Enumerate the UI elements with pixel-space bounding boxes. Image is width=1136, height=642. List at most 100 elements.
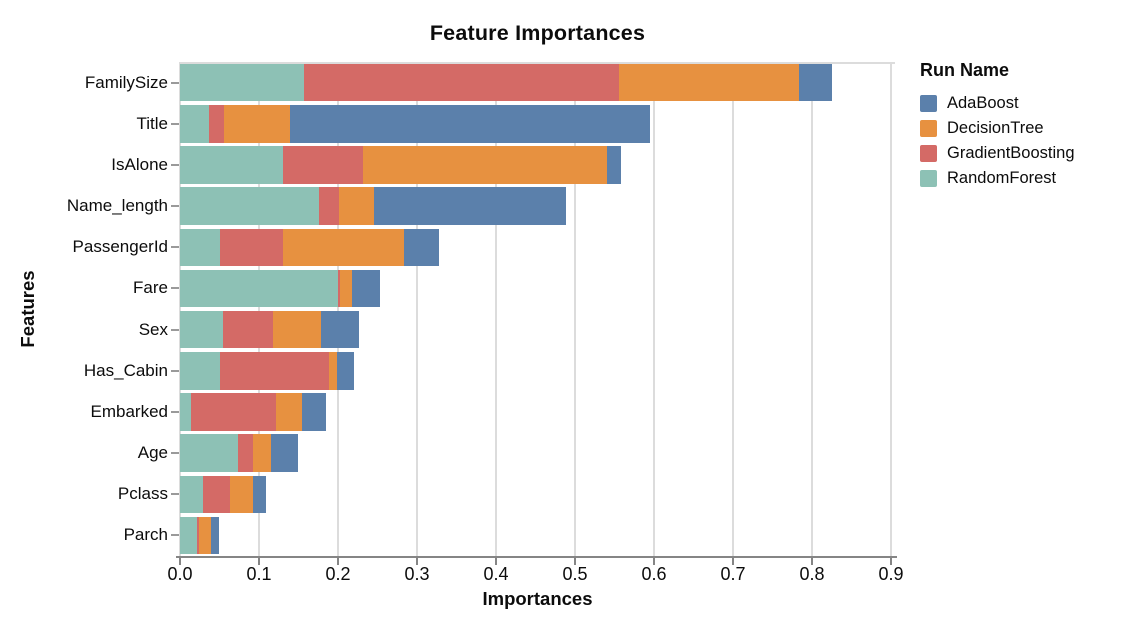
y-tick-IsAlone (171, 163, 179, 166)
y-tick-Age (171, 452, 179, 455)
bar-segment-gradientboosting-IsAlone (282, 146, 364, 184)
gridline-0.9 (890, 62, 892, 556)
y-tick-label-FamilySize: FamilySize (84, 72, 168, 92)
bar-row-Fare (180, 269, 380, 308)
chart-title: Feature Importances (429, 21, 646, 45)
x-tick-0.4 (495, 558, 497, 565)
bar-segment-gradientboosting-Title (209, 105, 225, 143)
x-tick-0.9 (890, 558, 892, 565)
x-tick-0.2 (337, 558, 339, 565)
legend-label: DecisionTree (947, 119, 1044, 137)
x-tick-0.5 (574, 558, 576, 565)
legend-title: Run Name (920, 60, 1010, 80)
bar-row-Age (180, 434, 299, 472)
bar-segment-randomforest-IsAlone (180, 146, 283, 184)
y-tick-Title (171, 122, 179, 125)
bar-segment-randomforest-Fare (180, 269, 338, 308)
legend-label: GradientBoosting (947, 144, 1075, 162)
bar-segment-randomforest-Name_length (180, 187, 320, 225)
y-tick-Sex (171, 328, 179, 331)
legend-swatch-decisiontree (920, 120, 937, 137)
y-tick-label-PassengerId: PassengerId (72, 237, 168, 257)
x-tick-label: 0.9 (878, 564, 904, 584)
legend: Run Name AdaBoost DecisionTree GradientBoo… (920, 60, 1075, 195)
bar-row-Parch (180, 516, 219, 555)
gridline-0.3 (416, 62, 418, 556)
bar-segment-gradientboosting-FamilySize (304, 63, 620, 102)
bar-segment-gradientboosting-Has_Cabin (219, 352, 330, 390)
x-tick-0.0 (179, 558, 181, 565)
bar-segment-randomforest-Sex (180, 310, 224, 349)
bar-segment-randomforest-Parch (180, 516, 198, 555)
y-tick-PassengerId (171, 246, 179, 249)
gridline-0.7 (732, 62, 734, 556)
gridline-0.6 (653, 62, 655, 556)
x-tick-0.7 (732, 558, 734, 565)
x-tick-0.1 (258, 558, 260, 565)
x-tick-label: 0.8 (799, 564, 825, 584)
x-tick-0.3 (416, 558, 418, 565)
bar-row-IsAlone (180, 146, 621, 184)
y-tick-Pclass (171, 493, 179, 496)
bar-segment-decisiontree-Title (224, 105, 290, 143)
x-tick-label: 0.5 (562, 564, 588, 584)
bar-segment-decisiontree-IsAlone (363, 146, 607, 184)
x-axis-title: Importances (482, 588, 593, 609)
y-tick-label-Name_length: Name_length (66, 196, 168, 216)
bar-segment-decisiontree-Parch (198, 516, 211, 555)
bar-row-Title (180, 105, 651, 143)
bar-segment-decisiontree-Name_length (338, 187, 374, 225)
y-tick-Embarked (171, 410, 179, 413)
bar-segment-randomforest-Has_Cabin (180, 352, 220, 390)
bar-segment-randomforest-Pclass (180, 475, 203, 513)
bar-segment-adaboost-IsAlone (606, 146, 621, 184)
bar-segment-adaboost-FamilySize (798, 63, 832, 102)
gridline-0.0 (179, 62, 181, 556)
bar-segment-gradientboosting-Sex (223, 310, 274, 349)
y-tick-label-Age: Age (137, 443, 168, 463)
x-tick-label: 0.7 (720, 564, 746, 584)
legend-swatch-randomforest (920, 170, 937, 187)
bar-segment-gradientboosting-Pclass (202, 475, 230, 513)
y-tick-label-Pclass: Pclass (117, 484, 168, 504)
legend-item-gradientboosting: GradientBoosting (920, 144, 1075, 162)
bar-segment-decisiontree-Age (253, 434, 271, 472)
bar-segment-decisiontree-FamilySize (619, 63, 799, 102)
bar-segment-randomforest-PassengerId (180, 228, 220, 266)
bar-row-Pclass (180, 475, 267, 513)
bar-segment-gradientboosting-Embarked (191, 393, 276, 431)
y-tick-label-Fare: Fare (133, 278, 168, 298)
legend-swatch-gradientboosting (920, 145, 937, 162)
legend-item-randomforest: RandomForest (920, 169, 1075, 187)
x-tick-label: 0.4 (483, 564, 509, 584)
bar-segment-gradientboosting-Fare (338, 269, 340, 308)
y-tick-Fare (171, 287, 179, 290)
gridline-0.5 (574, 62, 576, 556)
x-tick-label: 0.1 (246, 564, 272, 584)
gridline-0.4 (495, 62, 497, 556)
y-tick-label-IsAlone: IsAlone (111, 154, 168, 174)
bar-row-Name_length (180, 187, 567, 225)
bar-segment-decisiontree-Embarked (275, 393, 302, 431)
bar-segment-decisiontree-Has_Cabin (329, 352, 338, 390)
x-tick-label: 0.2 (325, 564, 351, 584)
legend-label: AdaBoost (947, 94, 1019, 112)
bar-segment-gradientboosting-PassengerId (219, 228, 284, 266)
bar-row-Has_Cabin (180, 352, 354, 390)
bar-segment-adaboost-Fare (352, 269, 380, 308)
bar-row-Embarked (180, 393, 327, 431)
legend-item-adaboost: AdaBoost (920, 94, 1075, 112)
plot-area (179, 62, 895, 556)
bar-segment-decisiontree-Pclass (229, 475, 254, 513)
bar-segment-randomforest-Age (180, 434, 238, 472)
bar-segment-adaboost-Embarked (301, 393, 327, 431)
y-tick-label-Sex: Sex (138, 319, 168, 339)
y-tick-Has_Cabin (171, 369, 179, 372)
bar-segment-decisiontree-PassengerId (283, 228, 405, 266)
x-tick-0.6 (653, 558, 655, 565)
y-tick-Parch (171, 534, 179, 537)
legend-swatch-adaboost (920, 95, 937, 112)
bar-segment-adaboost-Parch (210, 516, 219, 555)
bar-segment-gradientboosting-Age (237, 434, 254, 472)
